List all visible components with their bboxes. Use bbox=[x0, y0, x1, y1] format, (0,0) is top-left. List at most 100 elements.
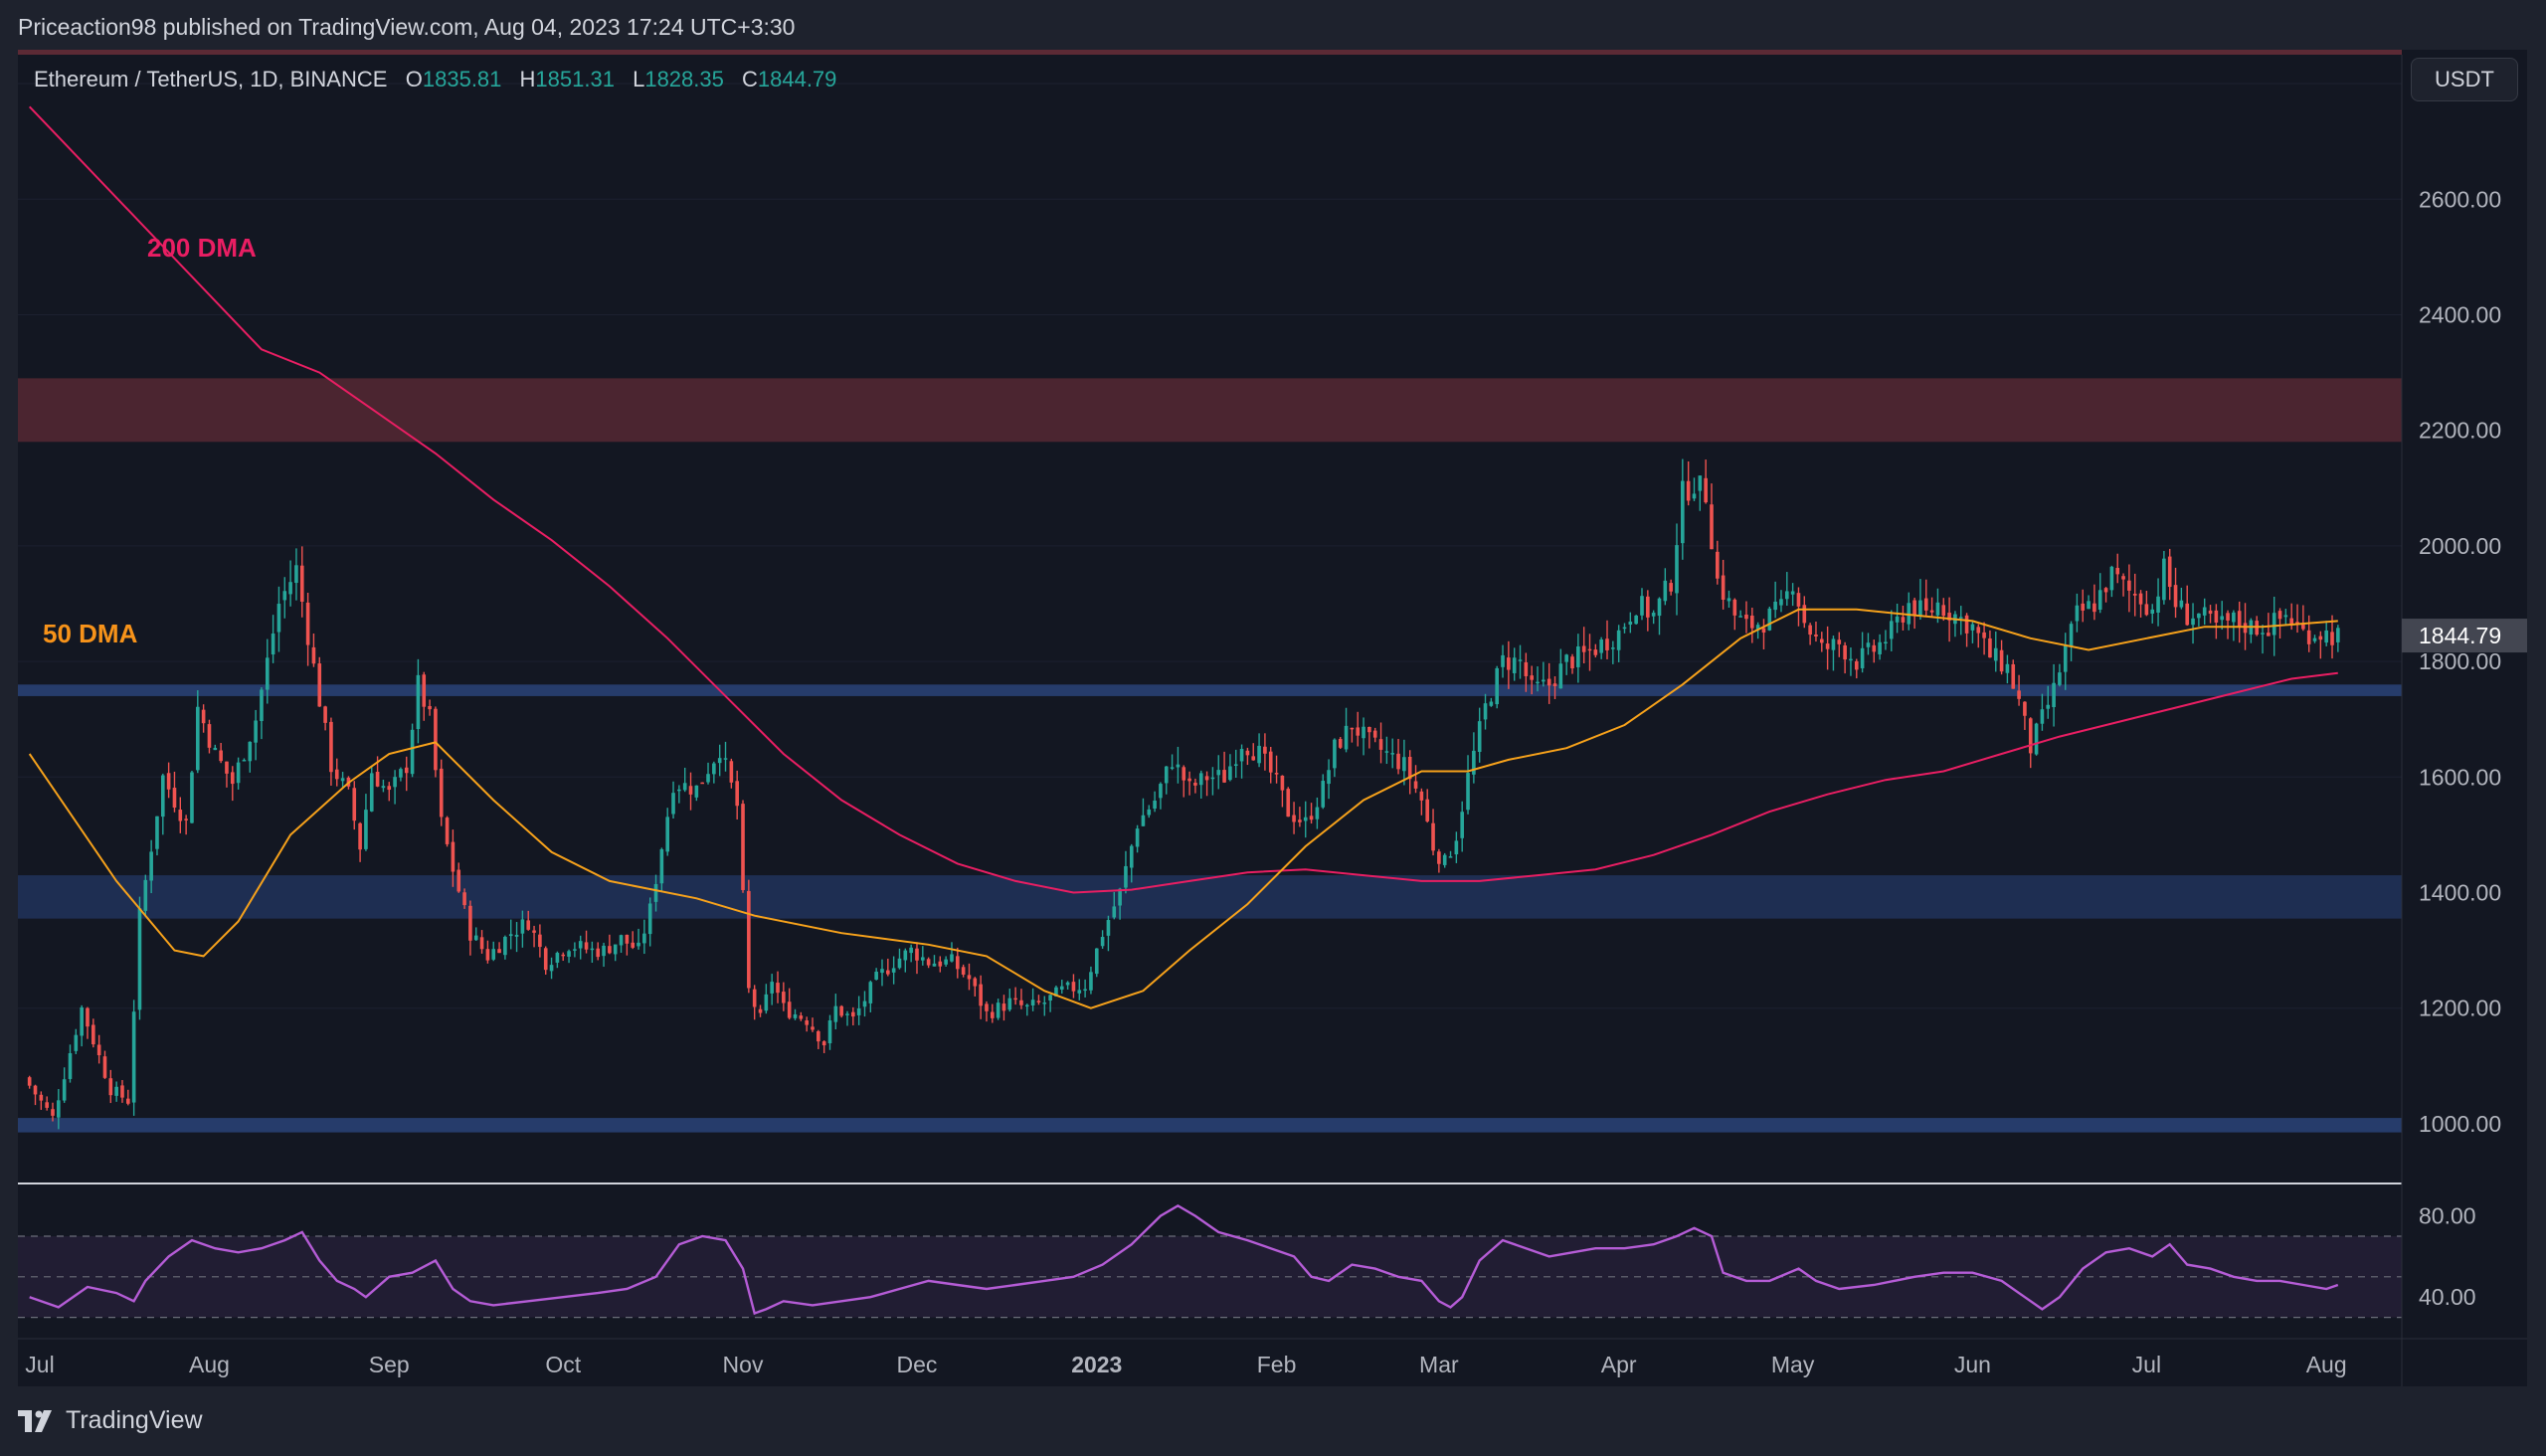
candle bbox=[1663, 568, 1668, 606]
candle bbox=[1030, 988, 1035, 1011]
candle-body bbox=[636, 942, 640, 947]
candle bbox=[1298, 807, 1302, 827]
high-value: 1851.31 bbox=[535, 67, 615, 91]
price-tick-label: 2200.00 bbox=[2419, 418, 2501, 444]
candle bbox=[2301, 605, 2305, 632]
candle bbox=[1704, 459, 1708, 504]
candle-body bbox=[706, 774, 710, 783]
candle bbox=[399, 767, 403, 782]
open-label: O bbox=[405, 67, 423, 91]
candle-body bbox=[1512, 657, 1517, 673]
candle bbox=[230, 766, 235, 802]
tradingview-logo[interactable]: TradingView bbox=[18, 1406, 203, 1435]
candle bbox=[1941, 598, 1946, 622]
candle bbox=[1675, 523, 1679, 616]
candle bbox=[619, 934, 624, 954]
candle-body bbox=[1216, 770, 1221, 776]
candle-body bbox=[1089, 972, 1093, 991]
candle-body bbox=[967, 975, 972, 980]
candle bbox=[520, 910, 525, 948]
candle bbox=[1628, 612, 1633, 634]
candle-body bbox=[2058, 672, 2062, 685]
publisher-line: Priceaction98 published on TradingView.c… bbox=[18, 14, 796, 40]
candle-body bbox=[1054, 987, 1058, 997]
candle-body bbox=[2156, 596, 2160, 613]
candle bbox=[68, 1044, 73, 1083]
candle bbox=[2226, 610, 2230, 639]
candle-body bbox=[1692, 493, 1697, 499]
candle-body bbox=[1663, 580, 1668, 602]
candle-body bbox=[799, 1015, 804, 1019]
candle bbox=[821, 1040, 826, 1053]
price-tick-label: 2000.00 bbox=[2419, 533, 2501, 559]
candle bbox=[2336, 625, 2340, 652]
zone-0 bbox=[18, 378, 2402, 443]
candle-body bbox=[1860, 647, 1865, 668]
annotation-200-dma: 200 DMA bbox=[147, 233, 257, 263]
candle-body bbox=[1124, 865, 1128, 888]
candle-body bbox=[51, 1109, 55, 1116]
candle bbox=[1732, 598, 1737, 631]
candle-body bbox=[1796, 593, 1801, 607]
candle-body bbox=[497, 949, 501, 954]
candle-body bbox=[1327, 770, 1331, 785]
candle bbox=[2005, 654, 2010, 684]
candle bbox=[2127, 564, 2131, 613]
date-tick-label: Jun bbox=[1954, 1352, 1991, 1377]
candle-body bbox=[2052, 682, 2056, 708]
candle bbox=[1292, 802, 1296, 834]
candle bbox=[1437, 848, 1441, 873]
candle bbox=[1831, 636, 1836, 671]
currency-button[interactable]: USDT bbox=[2411, 58, 2518, 101]
candle bbox=[891, 956, 896, 985]
candle-body bbox=[1466, 773, 1470, 811]
symbol-name: Ethereum / TetherUS, 1D, BINANCE bbox=[34, 67, 388, 91]
candle-body bbox=[254, 720, 258, 743]
candle-body bbox=[851, 1011, 855, 1017]
candle-body bbox=[1176, 764, 1181, 768]
candle-body bbox=[399, 769, 403, 778]
candle-body bbox=[2330, 632, 2334, 645]
candle bbox=[1802, 596, 1807, 629]
candle-body bbox=[1779, 599, 1783, 606]
candle-body bbox=[1581, 645, 1586, 652]
candle-body bbox=[276, 604, 281, 633]
candle bbox=[2150, 604, 2155, 624]
candle bbox=[967, 963, 972, 991]
candle bbox=[2324, 621, 2328, 646]
candle-body bbox=[764, 994, 769, 1011]
candle bbox=[1071, 974, 1076, 999]
candle-body bbox=[1309, 816, 1314, 820]
candle-body bbox=[1198, 773, 1203, 786]
candle-body bbox=[468, 905, 472, 941]
candle bbox=[578, 935, 583, 960]
candle-body bbox=[1489, 701, 1494, 706]
candle bbox=[1784, 572, 1789, 607]
candle bbox=[497, 942, 501, 954]
candle-body bbox=[567, 951, 571, 957]
candle-body bbox=[439, 768, 444, 818]
candle-body bbox=[805, 1020, 809, 1025]
candle bbox=[2092, 584, 2096, 621]
close-label: C bbox=[741, 67, 758, 91]
candle-body bbox=[1001, 1003, 1006, 1011]
candle bbox=[422, 671, 427, 721]
candle bbox=[131, 1000, 136, 1116]
candle-body bbox=[1257, 745, 1261, 764]
candle-body bbox=[2005, 663, 2010, 673]
candle bbox=[2081, 589, 2086, 623]
candle-body bbox=[340, 778, 345, 782]
candle-body bbox=[172, 788, 177, 808]
candle bbox=[827, 1014, 832, 1050]
candle-body bbox=[1274, 773, 1279, 775]
candle bbox=[2267, 613, 2271, 637]
candle-body bbox=[282, 591, 287, 601]
candle bbox=[2109, 565, 2114, 598]
candle bbox=[856, 996, 861, 1025]
candle-body bbox=[207, 724, 212, 748]
candle bbox=[305, 592, 310, 666]
candle bbox=[811, 1017, 815, 1032]
tradingview-brand: TradingView bbox=[66, 1406, 203, 1434]
candle bbox=[1698, 475, 1703, 511]
